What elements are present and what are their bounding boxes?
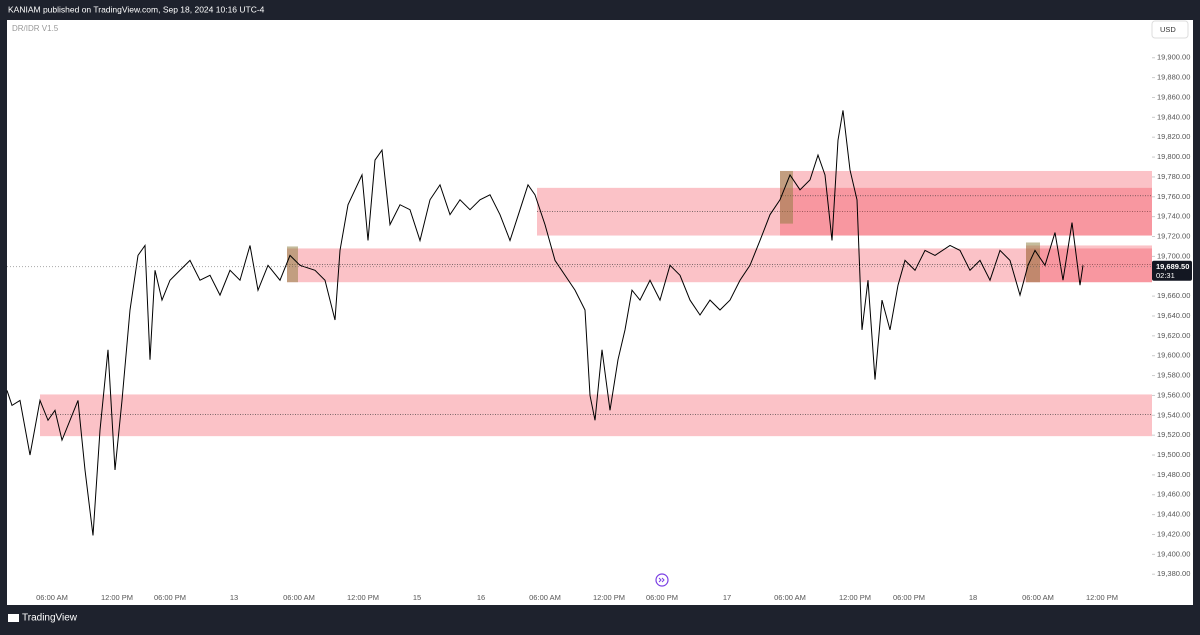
currency: USD	[1160, 25, 1176, 34]
plot: 19,380.00 19,400.00 19,420.00 19,440.00 19,4…	[6, 53, 1192, 602]
y-tick-label: 19,780.00	[1157, 172, 1190, 181]
indicator-name: DR/IDR V1.5	[12, 24, 59, 33]
currency-box[interactable]	[1151, 20, 1189, 39]
x-tick-label: 06:00 PM	[646, 593, 678, 602]
y-tick-label: 19,700.00	[1157, 251, 1190, 260]
y-tick-label: 19,900.00	[1157, 53, 1190, 62]
logo	[8, 614, 19, 622]
y-tick-label: 19,760.00	[1157, 192, 1190, 201]
x-tick-label: 06:00 AM	[529, 593, 561, 602]
zone	[780, 170, 1152, 236]
y-tick-label: 19,820.00	[1157, 132, 1190, 141]
zone	[1026, 245, 1152, 283]
y-tick-label: 19,800.00	[1157, 152, 1190, 161]
x-tick-label: 06:00 PM	[893, 593, 925, 602]
y-tick-label: 19,880.00	[1157, 73, 1190, 82]
y-tick-label: 19,480.00	[1157, 470, 1190, 479]
y-tick-label: 19,860.00	[1157, 92, 1190, 101]
y-tick-label: 19,380.00	[1157, 569, 1190, 578]
x-tick-label: 06:00 PM	[154, 593, 186, 602]
footer-logo: TradingView	[22, 613, 78, 624]
last-price-box	[1152, 260, 1192, 281]
y-tick-label: 19,740.00	[1157, 212, 1190, 221]
y-tick-label: 19,520.00	[1157, 430, 1190, 439]
go-to-realtime[interactable]	[655, 573, 669, 587]
x-tick-label: 15	[413, 593, 421, 602]
x-tick-label: 12:00 PM	[1086, 593, 1118, 602]
x-tick-label: 12:00 PM	[839, 593, 871, 602]
x-tick-label: 12:00 PM	[593, 593, 625, 602]
zone	[780, 170, 793, 224]
chart-area	[7, 20, 1193, 605]
x-tick-label: 06:00 AM	[36, 593, 68, 602]
price-line	[6, 110, 1084, 536]
y-tick-label: 19,540.00	[1157, 410, 1190, 419]
y-tick-label: 19,720.00	[1157, 232, 1190, 241]
x-tick-label: 06:00 AM	[774, 593, 806, 602]
y-tick-label: 19,580.00	[1157, 371, 1190, 380]
x-tick-label: 17	[723, 593, 731, 602]
y-tick-label: 19,500.00	[1157, 450, 1190, 459]
y-tick-label: 19,660.00	[1157, 291, 1190, 300]
x-tick-label: 18	[969, 593, 977, 602]
x-tick-label: 13	[230, 593, 238, 602]
zone	[287, 246, 298, 283]
y-tick-label: 19,620.00	[1157, 331, 1190, 340]
y-tick-label: 19,840.00	[1157, 112, 1190, 121]
y-tick-label: 19,600.00	[1157, 351, 1190, 360]
x-tick-label: 12:00 PM	[347, 593, 379, 602]
x-tick-label: 06:00 AM	[1022, 593, 1054, 602]
countdown: 02:31	[1156, 271, 1175, 280]
y-tick-label: 19,440.00	[1157, 510, 1190, 519]
x-tick-label: 06:00 AM	[283, 593, 315, 602]
y-tick-label: 19,400.00	[1157, 549, 1190, 558]
zone	[287, 248, 1152, 283]
last-price-label: 19,689.50	[1156, 262, 1189, 271]
zone	[40, 394, 1152, 437]
y-tick-label: 19,560.00	[1157, 390, 1190, 399]
x-tick-label: 12:00 PM	[101, 593, 133, 602]
y-tick-label: 19,640.00	[1157, 311, 1190, 320]
header: KANIAM published on TradingView.com, Sep…	[8, 4, 265, 14]
y-tick-label: 19,460.00	[1157, 490, 1190, 499]
zone	[1026, 242, 1040, 283]
x-tick-label: 16	[477, 593, 485, 602]
y-tick-label: 19,420.00	[1157, 529, 1190, 538]
